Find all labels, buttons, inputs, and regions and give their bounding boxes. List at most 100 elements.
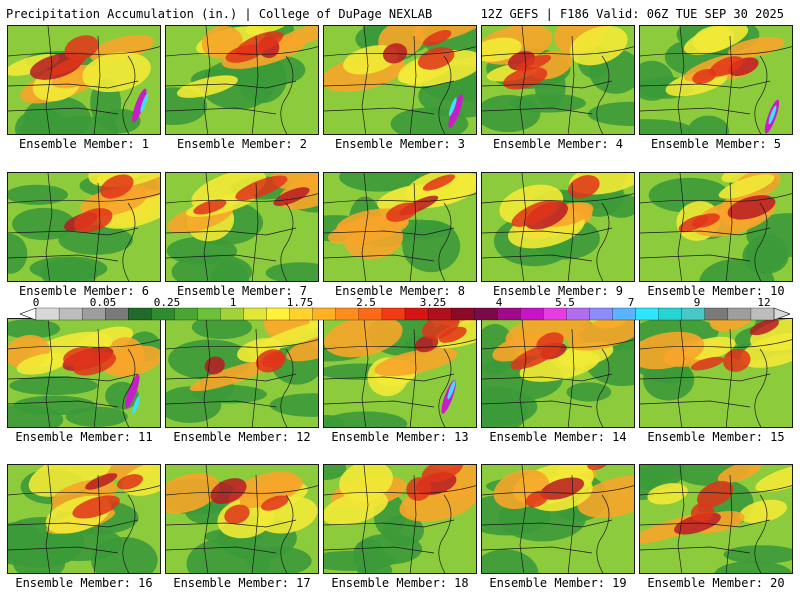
precip-map-graphic: [166, 465, 318, 573]
precip-map-graphic: [166, 319, 318, 427]
colorbar-swatch: [750, 307, 775, 321]
colorbar-tick-label: 0: [32, 296, 40, 309]
colorbar-tick-label: 3.25: [419, 296, 447, 309]
precip-map-graphic: [482, 26, 634, 134]
member-label: Ensemble Member: 5: [650, 137, 782, 151]
colorbar-swatch: [335, 307, 360, 321]
precip-map-graphic: [482, 173, 634, 281]
colorbar-swatch: [612, 307, 637, 321]
colorbar-swatch: [474, 307, 498, 321]
colorbar-tick-label: 1.75: [286, 296, 314, 309]
precip-map-graphic: [324, 26, 476, 134]
member-label: Ensemble Member: 18: [331, 576, 469, 590]
ensemble-map-15: [639, 318, 793, 428]
ensemble-map-11: [7, 318, 161, 428]
member-label: Ensemble Member: 2: [176, 137, 308, 151]
ensemble-map-12: [165, 318, 319, 428]
colorbar-swatch: [589, 307, 614, 321]
ensemble-map-9: [481, 172, 635, 282]
colorbar-swatch: [35, 307, 60, 321]
ensemble-map-13: [323, 318, 477, 428]
precip-map-graphic: [166, 26, 318, 134]
colorbar-tick-label: 7: [627, 296, 635, 309]
colorbar-tick-label: 0.25: [153, 296, 181, 309]
ensemble-map-18: [323, 464, 477, 574]
ensemble-map-2: [165, 25, 319, 135]
colorbar-swatch: [635, 307, 660, 321]
ensemble-map-20: [639, 464, 793, 574]
colorbar-swatch: [243, 307, 268, 321]
precip-map-graphic: [8, 173, 160, 281]
colorbar-swatch: [151, 307, 175, 321]
colorbar-swatch: [81, 307, 106, 321]
member-label: Ensemble Member: 6: [18, 284, 150, 298]
precip-map-graphic: [166, 173, 318, 281]
colorbar-swatch: [105, 307, 129, 321]
member-label: Ensemble Member: 19: [489, 576, 627, 590]
colorbar-swatch: [681, 307, 706, 321]
colorbar-swatch: [197, 307, 221, 321]
colorbar-swatch: [450, 307, 475, 321]
colorbar-tick-label: 2.5: [356, 296, 376, 309]
colorbar-swatch: [220, 307, 245, 321]
precip-map-graphic: [640, 26, 792, 134]
ensemble-map-8: [323, 172, 477, 282]
member-label: Ensemble Member: 4: [492, 137, 624, 151]
member-label: Ensemble Member: 13: [331, 430, 469, 444]
colorbar-swatch: [727, 307, 752, 321]
run-info: 12Z GEFS | F186 Valid: 06Z TUE SEP 30 20…: [480, 7, 784, 21]
precip-map-graphic: [324, 173, 476, 281]
member-label: Ensemble Member: 9: [492, 284, 624, 298]
colorbar-swatch: [58, 307, 83, 321]
colorbar-swatch: [704, 307, 729, 321]
member-label: Ensemble Member: 10: [647, 284, 785, 298]
ensemble-map-7: [165, 172, 319, 282]
precip-map-graphic: [8, 26, 160, 134]
colorbar-tick-label: 5.5: [555, 296, 575, 309]
colorbar-under-arrow: [19, 307, 37, 321]
ensemble-map-3: [323, 25, 477, 135]
member-label: Ensemble Member: 12: [173, 430, 311, 444]
colorbar-swatch: [404, 307, 429, 321]
member-label: Ensemble Member: 17: [173, 576, 311, 590]
ensemble-map-14: [481, 318, 635, 428]
ensemble-map-17: [165, 464, 319, 574]
member-label: Ensemble Member: 16: [15, 576, 153, 590]
colorbar-swatch: [497, 307, 521, 321]
product-title: Precipitation Accumulation (in.) | Colle…: [6, 7, 433, 21]
member-label: Ensemble Member: 14: [489, 430, 627, 444]
precip-map-graphic: [324, 319, 476, 427]
member-label: Ensemble Member: 7: [176, 284, 308, 298]
colorbar-swatch: [312, 307, 337, 321]
ensemble-map-10: [639, 172, 793, 282]
colorbar-tick-label: 4: [495, 296, 503, 309]
colorbar-tick-label: 0.05: [89, 296, 117, 309]
colorbar-over-arrow: [773, 307, 791, 321]
member-label: Ensemble Member: 20: [647, 576, 785, 590]
precip-map-graphic: [640, 465, 792, 573]
colorbar-swatch: [128, 307, 152, 321]
member-label: Ensemble Member: 1: [18, 137, 150, 151]
precip-map-graphic: [8, 465, 160, 573]
precip-map-graphic: [482, 319, 634, 427]
colorbar-swatch: [266, 307, 291, 321]
colorbar-swatch: [289, 307, 314, 321]
colorbar-tick-label: 9: [693, 296, 701, 309]
colorbar-tick-label: 1: [229, 296, 237, 309]
ensemble-map-1: [7, 25, 161, 135]
precip-map-graphic: [640, 173, 792, 281]
ensemble-map-5: [639, 25, 793, 135]
colorbar-swatch: [566, 307, 590, 321]
colorbar-graphic: [19, 307, 791, 321]
colorbar-swatch: [543, 307, 567, 321]
colorbar-swatch: [427, 307, 452, 321]
colorbar-swatch: [658, 307, 683, 321]
colorbar-swatch: [358, 307, 383, 321]
member-label: Ensemble Member: 8: [334, 284, 466, 298]
precip-map-graphic: [482, 465, 634, 573]
colorbar-swatch: [520, 307, 544, 321]
precip-map-graphic: [324, 465, 476, 573]
member-label: Ensemble Member: 11: [15, 430, 153, 444]
precip-map-graphic: [640, 319, 792, 427]
colorbar-tick-label: 12: [757, 296, 771, 309]
